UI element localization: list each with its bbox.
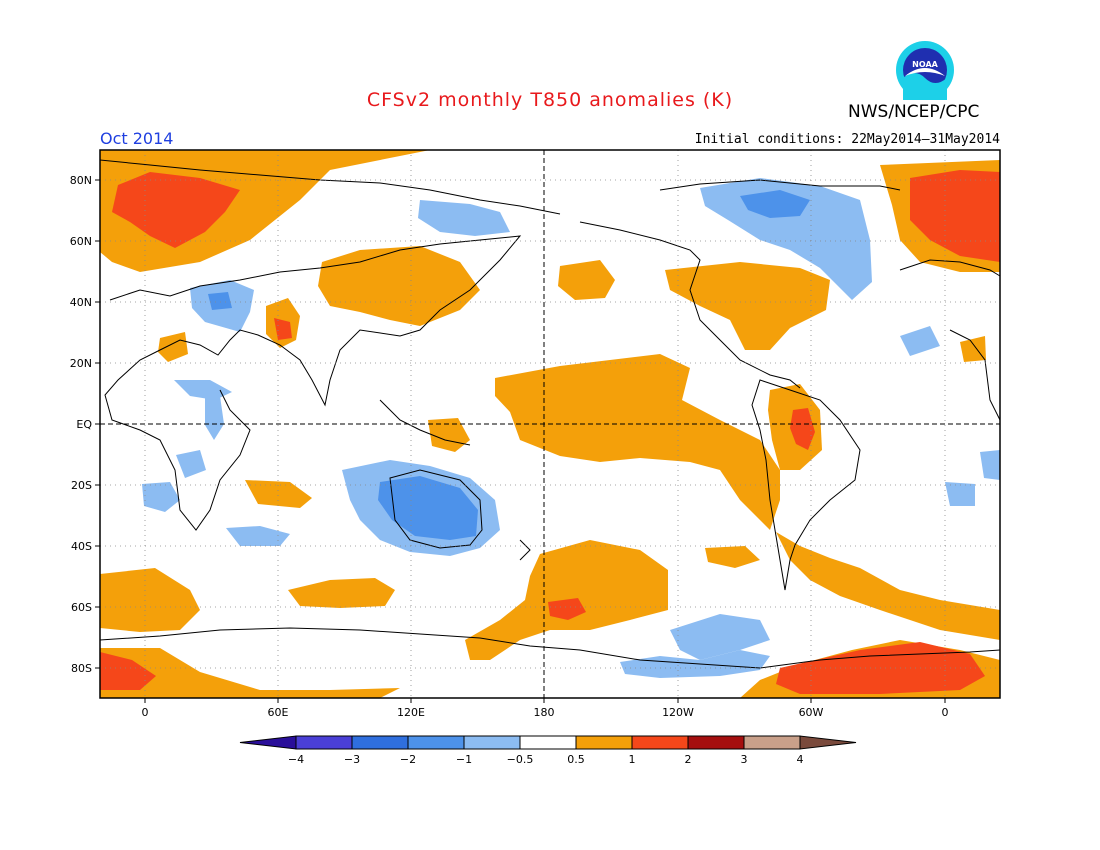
agency-label: NWS/NCEP/CPC <box>848 102 980 122</box>
colorbar-swatch <box>463 735 521 750</box>
lon-label-60w: 60W <box>799 706 824 719</box>
noaa-logo: NOAA <box>896 41 954 100</box>
coastlines <box>99 159 1001 669</box>
longitude-labels: 0 60E 120E 180 120W 60W 0 <box>142 706 949 719</box>
lon-label-120w: 120W <box>662 706 694 719</box>
lon-label-120e: 120E <box>397 706 425 719</box>
colorbar-label: −2 <box>400 753 416 766</box>
colorbar-swatch <box>743 735 801 750</box>
lon-label-60e: 60E <box>268 706 289 719</box>
lat-label-20s: 20S <box>71 479 92 492</box>
lon-label-180: 180 <box>534 706 555 719</box>
colorbar-swatch <box>631 735 689 750</box>
lat-label-40n: 40N <box>70 296 92 309</box>
lat-label-80s: 80S <box>71 662 92 675</box>
lat-label-60n: 60N <box>70 235 92 248</box>
colorbar-label: 3 <box>741 753 748 766</box>
lat-label-40s: 40S <box>71 540 92 553</box>
initial-conditions: Initial conditions: 22May2014–31May2014 <box>694 132 1000 147</box>
colorbar-label: −1 <box>456 753 472 766</box>
colorbar-label: −4 <box>288 753 304 766</box>
colorbar-label: −3 <box>344 753 360 766</box>
colorbar-label: 1 <box>629 753 636 766</box>
colorbar-legend: −4 −3 −2 −1 −0.5 0.5 1 2 3 4 <box>239 735 857 766</box>
colorbar-swatch <box>687 735 745 750</box>
colorbar-label: 0.5 <box>567 753 585 766</box>
lat-label-20n: 20N <box>70 357 92 370</box>
colorbar-arrow-left <box>239 735 297 750</box>
colorbar-swatch <box>351 735 409 750</box>
valid-month: Oct 2014 <box>100 129 174 148</box>
map-title: CFSv2 monthly T850 anomalies (K) <box>366 89 734 111</box>
gridlines <box>100 150 1000 698</box>
colorbar-swatch <box>295 735 353 750</box>
colorbar-swatch <box>519 735 577 750</box>
longitude-ticks <box>144 698 946 703</box>
lat-label-60s: 60S <box>71 601 92 614</box>
lat-label-80n: 80N <box>70 174 92 187</box>
colorbar-label: 4 <box>797 753 804 766</box>
colorbar-swatch <box>575 735 633 750</box>
colorbar-arrow-right <box>799 735 857 750</box>
lat-label-eq: EQ <box>76 418 92 431</box>
svg-text:NOAA: NOAA <box>912 60 938 69</box>
colorbar-label: −0.5 <box>507 753 534 766</box>
reference-lines <box>100 150 1000 698</box>
lon-label-0: 0 <box>142 706 149 719</box>
latitude-ticks <box>95 179 100 669</box>
colorbar-swatch <box>407 735 465 750</box>
lon-label-0-east: 0 <box>942 706 949 719</box>
latitude-labels: 80N 60N 40N 20N EQ 20S 40S 60S 80S <box>70 174 93 675</box>
strong-cool-areas <box>208 190 810 540</box>
map-panel <box>99 149 1001 699</box>
colorbar-label: 2 <box>685 753 692 766</box>
